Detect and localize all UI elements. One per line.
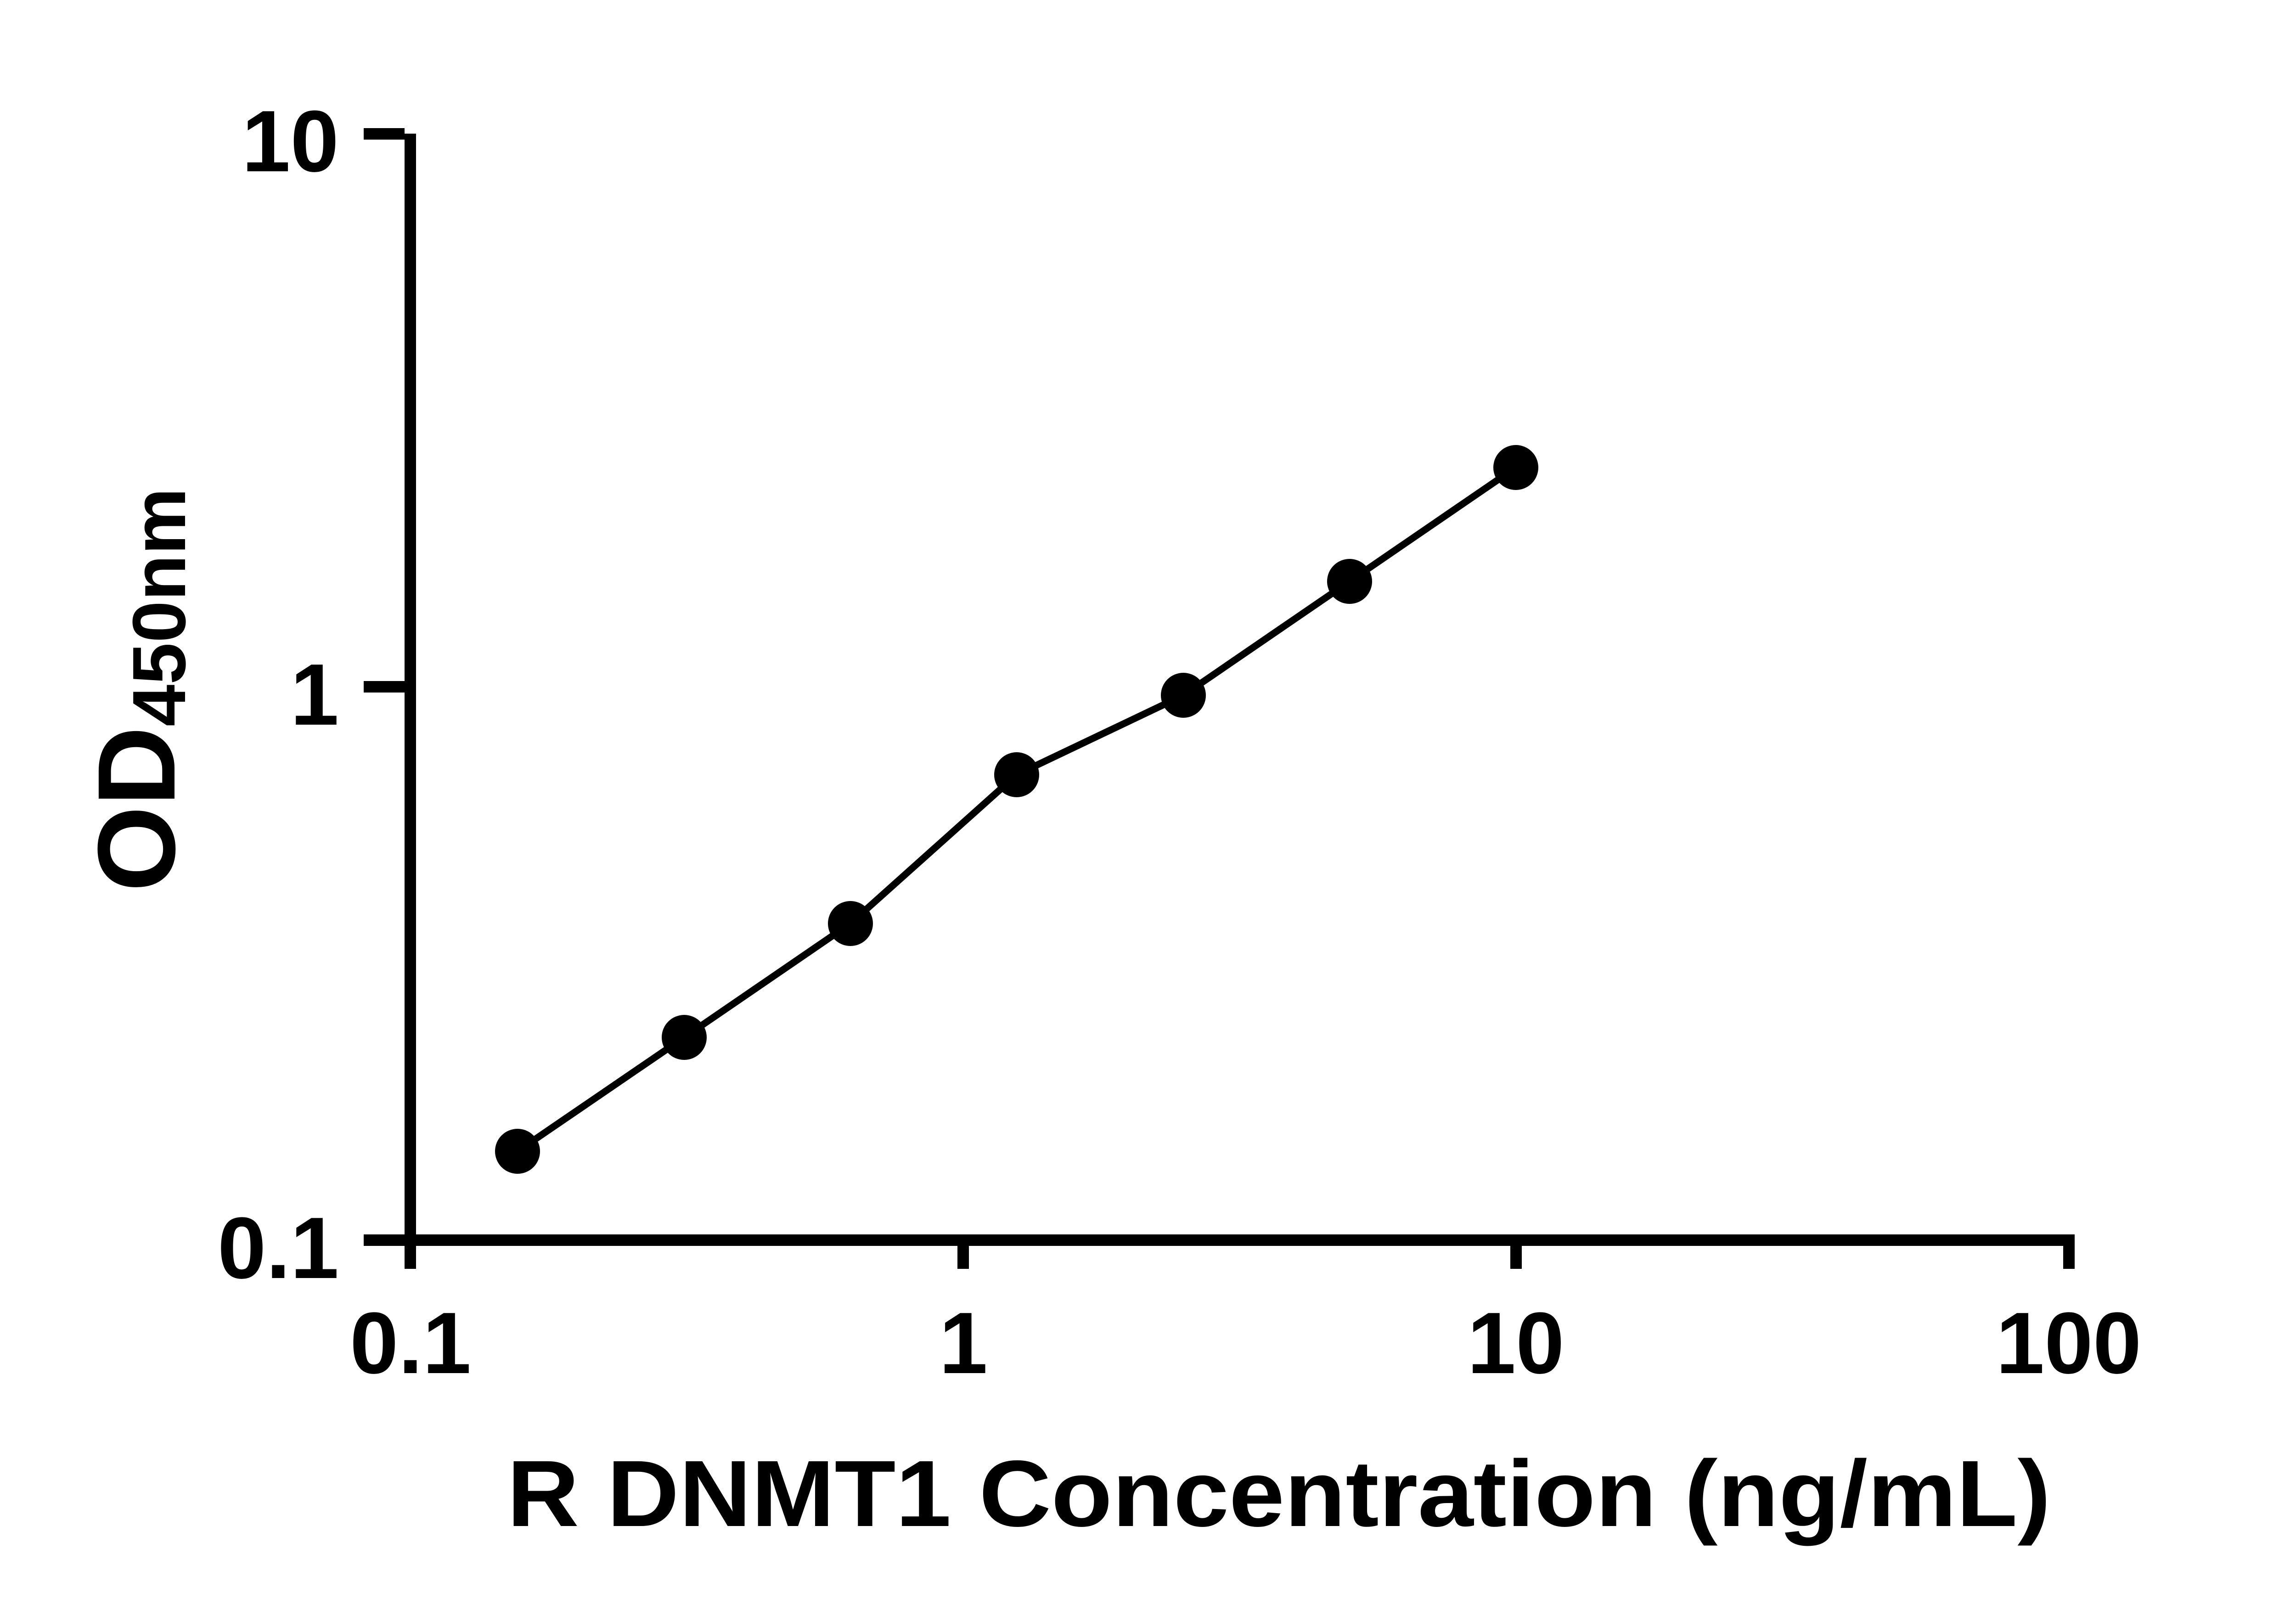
svg-text:0.1: 0.1 bbox=[218, 1200, 339, 1297]
svg-text:1: 1 bbox=[290, 646, 339, 743]
svg-text:1: 1 bbox=[939, 1295, 988, 1392]
svg-text:100: 100 bbox=[1996, 1295, 2141, 1392]
svg-text:10: 10 bbox=[1467, 1295, 1564, 1392]
svg-text:0.1: 0.1 bbox=[350, 1295, 471, 1392]
svg-text:10: 10 bbox=[242, 93, 339, 190]
svg-text:R DNMT1 Concentration (ng/mL): R DNMT1 Concentration (ng/mL) bbox=[507, 1441, 2051, 1546]
